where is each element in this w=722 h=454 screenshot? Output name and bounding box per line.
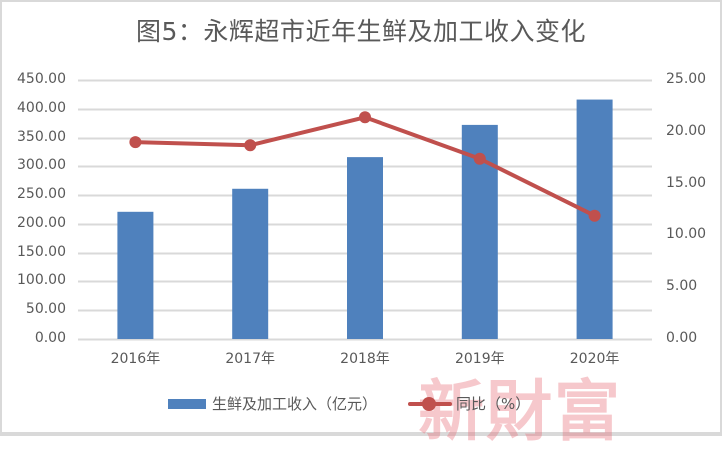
right-axis-tick: 25.00 <box>666 71 707 87</box>
left-axis-tick: 200.00 <box>17 214 66 231</box>
right-axis-tick: 5.00 <box>666 278 698 295</box>
line-marker-2020年 <box>588 209 601 222</box>
right-axis-tick: 20.00 <box>666 122 707 139</box>
line-marker-2017年 <box>244 139 257 152</box>
bar-2017年 <box>232 188 269 339</box>
bar-2018年 <box>347 157 383 339</box>
right-axis-tick: 0.00 <box>666 330 698 346</box>
x-axis-tick: 2020年 <box>569 351 620 367</box>
legend-line-label: 同比（%） <box>456 395 531 413</box>
chart-title: 图5：永辉超市近年生鲜及加工收入变化 <box>136 17 586 46</box>
legend-bar-label: 生鲜及加工收入（亿元） <box>212 395 378 413</box>
legend-line-marker-icon <box>422 397 436 411</box>
line-marker-2018年 <box>359 111 371 124</box>
bar-2016年 <box>117 211 154 339</box>
x-axis-tick: 2019年 <box>454 351 505 367</box>
plot-area <box>78 79 652 341</box>
right-axis-tick: 15.00 <box>666 174 707 191</box>
left-axis-tick: 300.00 <box>17 157 66 174</box>
line-marker-2016年 <box>129 136 142 149</box>
x-axis-tick: 2017年 <box>225 351 275 367</box>
left-axis-tick: 150.00 <box>17 243 66 260</box>
left-axis-tick: 0.00 <box>34 330 66 346</box>
legend: 生鲜及加工收入（亿元） 同比（%） <box>0 394 722 414</box>
legend-bar-swatch <box>168 399 206 409</box>
left-axis-tick: 450.00 <box>17 71 66 87</box>
line-marker-2019年 <box>473 152 486 165</box>
left-axis-tick: 350.00 <box>17 128 66 145</box>
left-axis-tick: 100.00 <box>17 272 66 289</box>
left-axis-tick: 250.00 <box>17 186 66 203</box>
left-axis-tick: 50.00 <box>25 301 66 318</box>
left-axis-tick: 400.00 <box>17 99 66 116</box>
x-axis-tick: 2016年 <box>110 351 161 367</box>
x-axis-tick: 2018年 <box>340 351 390 367</box>
right-axis-tick: 10.00 <box>666 226 707 243</box>
